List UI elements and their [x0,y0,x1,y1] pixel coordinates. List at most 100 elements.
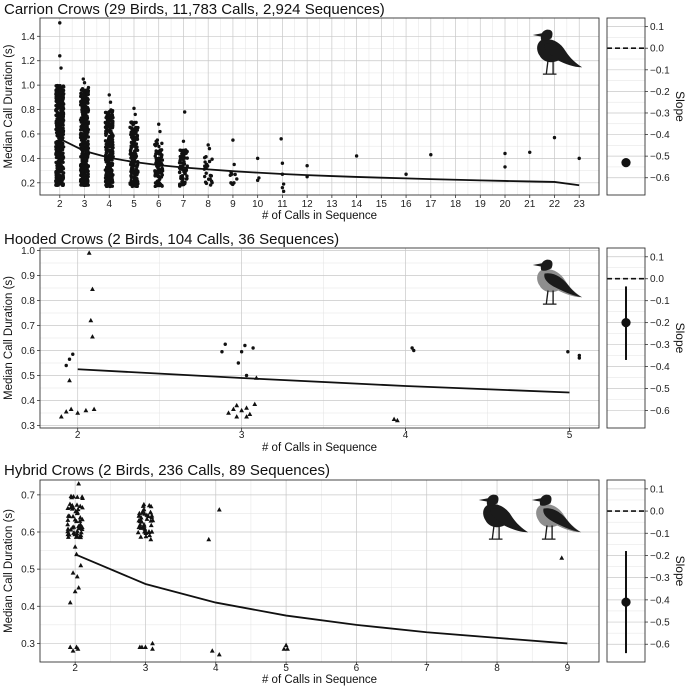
data-point [154,150,159,155]
data-point [180,167,184,171]
data-point [281,182,286,186]
data-point [82,80,87,85]
hooded-crow-icon [531,494,581,540]
data-point [134,142,139,146]
data-point [204,154,208,159]
data-point [75,510,81,515]
x-tick-label: 5 [567,430,573,441]
data-point [160,173,164,177]
x-tick-label: 21 [524,199,536,210]
data-point [76,585,82,590]
data-point [231,138,235,142]
data-point [61,93,65,98]
data-point [207,146,212,151]
x-tick-label: 20 [499,199,511,210]
panel-3: 2 3 4 5 6 7 8 9 0.3 0.4 0.5 0.6 0.7 Hybrid Crows (2 B… [3,462,685,686]
data-point [57,174,61,178]
data-point [86,142,90,146]
data-point [106,111,110,115]
data-point [141,501,147,507]
data-point [74,528,80,533]
data-point [85,88,89,92]
data-point [55,87,59,91]
data-point [281,646,287,651]
data-point [72,517,78,522]
data-point [81,89,85,93]
x-tick-label: 8 [205,199,211,210]
data-point [82,99,87,103]
slope-estimate-point [621,158,631,168]
data-point [135,529,141,535]
data-point [391,416,397,422]
data-point [63,409,69,414]
data-point [135,128,139,132]
data-point [244,373,249,378]
data-point [105,122,109,126]
data-point [136,524,142,530]
plot-background [40,480,599,662]
data-point [148,536,154,542]
data-point [160,167,165,171]
crow-head [539,494,552,506]
data-point [77,514,83,520]
data-point [233,172,237,177]
data-point [129,120,133,124]
crow-wing [543,508,581,533]
data-point [404,172,408,176]
data-point [59,133,63,138]
data-point [157,122,161,126]
data-point [78,562,84,568]
data-point [72,531,78,537]
slope-tick-label: −0.1 [650,65,670,76]
crow-head [540,259,553,271]
slope-tick-label: −0.5 [650,618,670,629]
data-point [503,151,507,156]
data-point [207,159,212,164]
data-point [61,171,66,175]
data-point [68,406,74,412]
data-point [65,521,71,527]
carrion-crow-icon [478,494,528,540]
data-point [70,570,76,575]
data-point [150,640,155,646]
y-tick-label: 0.7 [21,490,35,501]
data-point [111,115,115,120]
slope-tick-label: −0.2 [650,87,670,98]
y-tick-label: 0.4 [21,396,35,407]
data-point [106,184,111,188]
slope-estimate-point [621,597,631,607]
data-point [86,250,92,255]
data-point [74,494,80,499]
data-point [143,644,148,649]
data-point [134,146,139,150]
panel-title: Hooded Crows (2 Birds, 104 Calls, 36 Seq… [4,231,339,248]
data-point [181,182,186,187]
data-point [74,502,80,507]
data-point [239,350,244,354]
data-point [223,342,227,346]
data-point [70,505,76,510]
data-point [104,158,109,163]
data-point [178,157,183,162]
slope-tick-label: −0.4 [650,130,670,141]
data-point [83,142,87,147]
data-point [577,353,582,358]
data-point [84,115,88,120]
data-point [160,141,164,146]
data-point [80,175,85,179]
x-axis-label: # of Calls in Sequence [262,674,377,686]
data-point [107,137,112,141]
data-point [104,125,109,129]
data-point [129,132,133,137]
data-point [216,651,222,657]
y-tick-label: 0.9 [21,271,35,282]
slope-tick-label: 0.1 [650,484,664,495]
data-point [59,103,64,107]
data-point [82,183,87,187]
slope-panel: 0.1 0.0 −0.1 −0.2 −0.3 −0.4 −0.5 −0.6 Slope [606,479,685,663]
crow-legs [545,60,554,75]
data-point [59,155,64,159]
data-point [74,573,80,579]
y-tick-label: 0.8 [21,105,35,116]
plot-frame [39,247,600,429]
